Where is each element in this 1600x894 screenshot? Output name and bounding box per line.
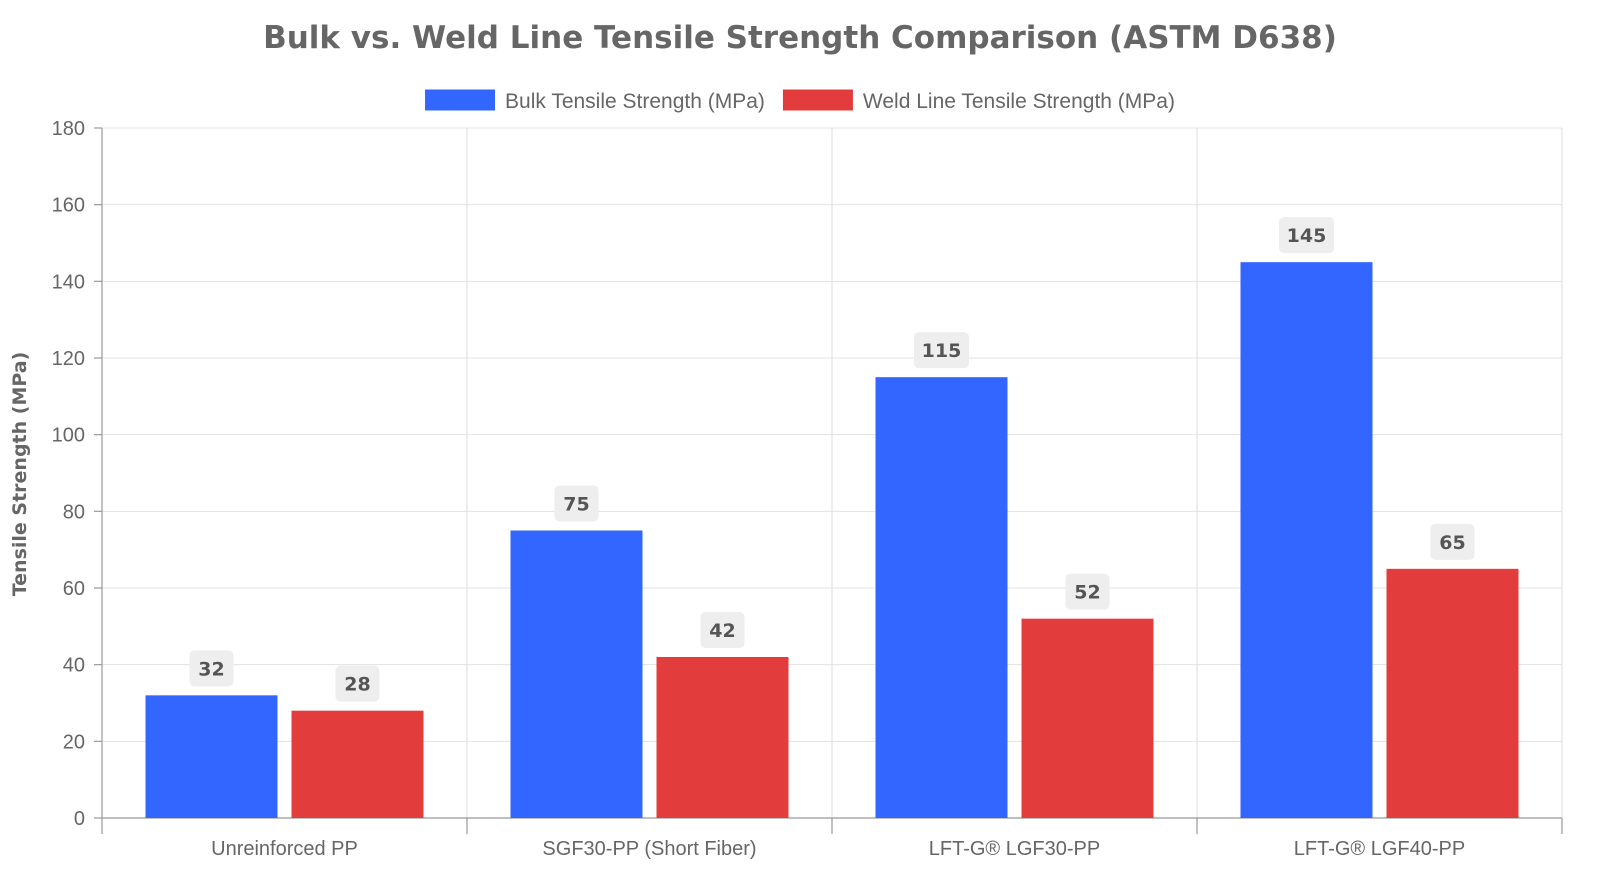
y-axis: 0 20 40 60 80 100 120 140 160 180 <box>52 118 103 830</box>
data-label-background <box>189 650 234 687</box>
data-label: 52 <box>1074 582 1100 604</box>
bar <box>510 530 643 818</box>
data-label: 32 <box>198 658 224 680</box>
data-label-background <box>554 485 599 522</box>
legend-label: Bulk Tensile Strength (MPa) <box>505 90 765 113</box>
y-tick-label: 100 <box>52 425 85 447</box>
y-tick-label: 0 <box>74 808 85 830</box>
y-tick-label: 80 <box>63 501 85 523</box>
legend-swatch <box>425 89 496 111</box>
legend-swatch <box>782 89 853 111</box>
y-tick-label: 140 <box>52 271 85 293</box>
bar <box>1240 262 1373 819</box>
data-label-background <box>700 612 745 648</box>
bar <box>145 695 278 818</box>
x-axis: Unreinforced PP SGF30-PP (Short Fiber) LFT… <box>101 817 1563 860</box>
y-tick-label: 60 <box>63 578 85 600</box>
grid <box>102 127 1563 818</box>
legend-label: Weld Line Tensile Strength (MPa) <box>863 90 1175 113</box>
data-labels: 32 28 75 42 115 52 145 65 <box>189 217 1475 702</box>
bar <box>656 657 789 818</box>
data-label-background <box>1065 573 1110 610</box>
data-label-background <box>1430 523 1475 560</box>
data-label: 75 <box>563 494 589 516</box>
y-tick-label: 160 <box>52 195 85 217</box>
data-label: 65 <box>1439 532 1465 554</box>
data-label: 145 <box>1287 225 1327 247</box>
bar <box>291 710 424 818</box>
data-label-background <box>914 332 969 369</box>
bar <box>875 377 1008 818</box>
y-tick-label: 120 <box>52 348 85 370</box>
y-tick-label: 40 <box>63 655 85 677</box>
chart-title: Bulk vs. Weld Line Tensile Strength Comp… <box>263 20 1337 56</box>
y-tick-label: 180 <box>52 118 85 140</box>
data-label: 42 <box>709 620 735 642</box>
data-label-background <box>335 665 380 702</box>
data-label: 28 <box>344 674 370 696</box>
y-tick-label: 20 <box>63 731 85 753</box>
y-axis-title: Tensile Strength (MPa) <box>9 352 31 597</box>
x-category-label: LFT-G® LGF30-PP <box>929 838 1100 860</box>
legend: Bulk Tensile Strength (MPa) Weld Line Ten… <box>425 89 1175 113</box>
bars <box>145 262 1519 819</box>
x-category-label: LFT-G® LGF40-PP <box>1294 838 1465 860</box>
bar <box>1386 568 1519 818</box>
data-label-background <box>1279 217 1334 254</box>
bar <box>1021 618 1154 818</box>
x-category-label: SGF30-PP (Short Fiber) <box>542 838 756 860</box>
data-label: 115 <box>922 340 962 362</box>
x-category-label: Unreinforced PP <box>211 838 358 860</box>
